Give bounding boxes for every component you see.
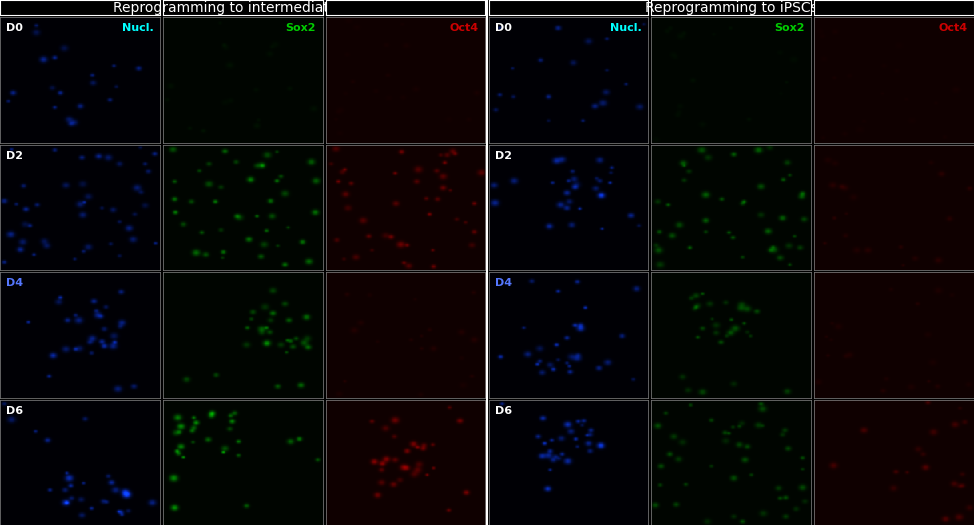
Text: D6: D6	[495, 406, 512, 416]
Text: Reprogramming to iPSCs: Reprogramming to iPSCs	[645, 1, 818, 15]
Text: Sox2: Sox2	[285, 24, 317, 34]
Text: D0: D0	[7, 24, 23, 34]
Text: D4: D4	[7, 278, 23, 288]
Text: Reprogramming to intermediate cells: Reprogramming to intermediate cells	[113, 1, 373, 15]
Text: D2: D2	[495, 151, 512, 161]
Text: D2: D2	[7, 151, 23, 161]
Text: Oct4: Oct4	[939, 24, 967, 34]
Text: Sox2: Sox2	[774, 24, 805, 34]
Text: D4: D4	[495, 278, 512, 288]
Text: Oct4: Oct4	[450, 24, 479, 34]
Text: D0: D0	[495, 24, 512, 34]
Text: D6: D6	[7, 406, 23, 416]
Text: Nucl.: Nucl.	[122, 24, 153, 34]
Text: Nucl.: Nucl.	[610, 24, 642, 34]
